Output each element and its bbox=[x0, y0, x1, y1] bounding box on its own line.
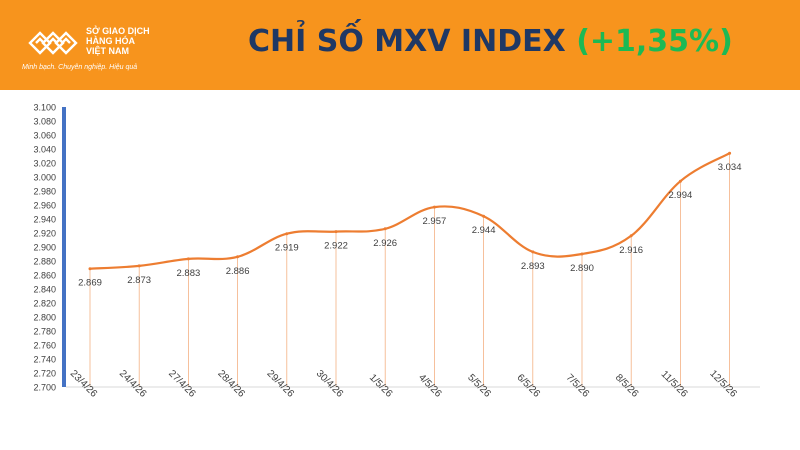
data-point bbox=[482, 214, 486, 218]
data-point bbox=[285, 232, 289, 236]
data-point bbox=[334, 230, 338, 234]
y-axis: 2.700 2.720 2.740 2.760 2.780 2.800 2.820 2.840… bbox=[33, 103, 66, 393]
page-title: CHỈ SỐ MXV INDEX (+1,35%) bbox=[248, 22, 733, 62]
vnx-logo: SỞ GIAO DỊCH HÀNG HÓA VIỆT NAM Minh bạch… bbox=[22, 20, 182, 80]
data-label: 3.034 bbox=[718, 162, 742, 173]
data-label: 2.873 bbox=[127, 275, 151, 286]
data-point bbox=[629, 234, 633, 238]
y-tick-label: 2.720 bbox=[33, 369, 56, 379]
y-tick-label: 2.980 bbox=[33, 187, 56, 197]
y-tick-label: 3.080 bbox=[33, 117, 56, 127]
logo-slogan: Minh bạch. Chuyên nghiệp. Hiệu quả bbox=[22, 64, 138, 71]
data-point bbox=[88, 267, 92, 271]
data-label: 2.922 bbox=[324, 241, 348, 252]
y-tick-label: 2.920 bbox=[33, 229, 56, 239]
x-tick-label: 29/4/26 bbox=[265, 368, 297, 400]
logo-text-line-2: HÀNG HÓA bbox=[86, 36, 135, 46]
y-tick-label: 3.040 bbox=[33, 145, 56, 155]
data-point bbox=[580, 252, 584, 256]
y-tick-label: 3.000 bbox=[33, 173, 56, 183]
data-labels: 2.869 2.873 2.883 2.886 2.919 2.922 2.926 2.957… bbox=[78, 162, 741, 289]
y-tick-label: 2.900 bbox=[33, 243, 56, 253]
x-tick-label: 6/5/26 bbox=[514, 372, 542, 400]
data-label: 2.890 bbox=[570, 263, 594, 274]
logo-text-line-1: SỞ GIAO DỊCH bbox=[86, 26, 150, 36]
title-text: CHỈ SỐ MXV INDEX bbox=[248, 24, 566, 59]
data-point bbox=[728, 151, 732, 155]
logo-text-line-3: VIỆT NAM bbox=[86, 46, 130, 56]
y-tick-label: 2.740 bbox=[33, 355, 56, 365]
data-point bbox=[531, 250, 535, 254]
data-point bbox=[678, 179, 682, 183]
data-point bbox=[432, 205, 436, 209]
data-label: 2.883 bbox=[177, 268, 201, 279]
data-label: 2.893 bbox=[521, 261, 545, 272]
data-label: 2.944 bbox=[472, 225, 496, 236]
x-tick-label: 8/5/26 bbox=[613, 372, 641, 400]
y-tick-label: 2.940 bbox=[33, 215, 56, 225]
y-tick-label: 2.880 bbox=[33, 257, 56, 267]
x-tick-label: 23/4/26 bbox=[68, 368, 100, 400]
data-label: 2.957 bbox=[423, 216, 447, 227]
y-tick-label: 2.840 bbox=[33, 285, 56, 295]
data-point bbox=[137, 264, 141, 268]
data-point bbox=[383, 227, 387, 231]
x-tick-label: 24/4/26 bbox=[117, 368, 149, 400]
x-tick-label: 7/5/26 bbox=[564, 372, 592, 400]
y-tick-label: 2.960 bbox=[33, 201, 56, 211]
y-tick-label: 2.860 bbox=[33, 271, 56, 281]
x-tick-label: 11/5/26 bbox=[659, 369, 690, 400]
y-tick-label: 2.760 bbox=[33, 341, 56, 351]
logo-mark-icon bbox=[28, 31, 78, 55]
data-label: 2.926 bbox=[373, 238, 397, 249]
series-group bbox=[88, 151, 732, 271]
y-tick-label: 3.020 bbox=[33, 159, 56, 169]
data-point bbox=[186, 257, 190, 261]
header-banner: SỞ GIAO DỊCH HÀNG HÓA VIỆT NAM Minh bạch… bbox=[0, 0, 800, 90]
drop-lines bbox=[89, 153, 730, 387]
y-tick-label: 2.820 bbox=[33, 299, 56, 309]
x-tick-label: 5/5/26 bbox=[465, 372, 493, 400]
y-axis-line bbox=[62, 107, 66, 387]
x-tick-label: 1/5/26 bbox=[367, 372, 395, 400]
index-change-badge: (+1,35%) bbox=[576, 24, 733, 59]
data-label: 2.869 bbox=[78, 278, 102, 289]
y-tick-label: 3.060 bbox=[33, 131, 56, 141]
x-tick-label: 27/4/26 bbox=[166, 368, 198, 400]
x-tick-label: 4/5/26 bbox=[416, 372, 444, 400]
data-point bbox=[236, 255, 240, 259]
x-tick-label: 12/5/26 bbox=[707, 368, 739, 400]
data-label: 2.994 bbox=[669, 190, 693, 201]
y-tick-label: 2.800 bbox=[33, 313, 56, 323]
x-axis: 23/4/26 24/4/26 27/4/26 28/4/26 29/4/26 30/4/… bbox=[66, 368, 760, 400]
data-label: 2.916 bbox=[619, 245, 643, 256]
y-tick-label: 3.100 bbox=[33, 103, 56, 113]
y-tick-label: 2.700 bbox=[33, 383, 56, 393]
line-chart: 2.700 2.720 2.740 2.760 2.780 2.800 2.820 2.840… bbox=[33, 103, 760, 400]
y-tick-label: 2.780 bbox=[33, 327, 56, 337]
data-label: 2.886 bbox=[226, 266, 250, 277]
x-tick-label: 28/4/26 bbox=[215, 368, 247, 400]
x-tick-label: 30/4/26 bbox=[314, 368, 346, 400]
data-label: 2.919 bbox=[275, 243, 299, 254]
